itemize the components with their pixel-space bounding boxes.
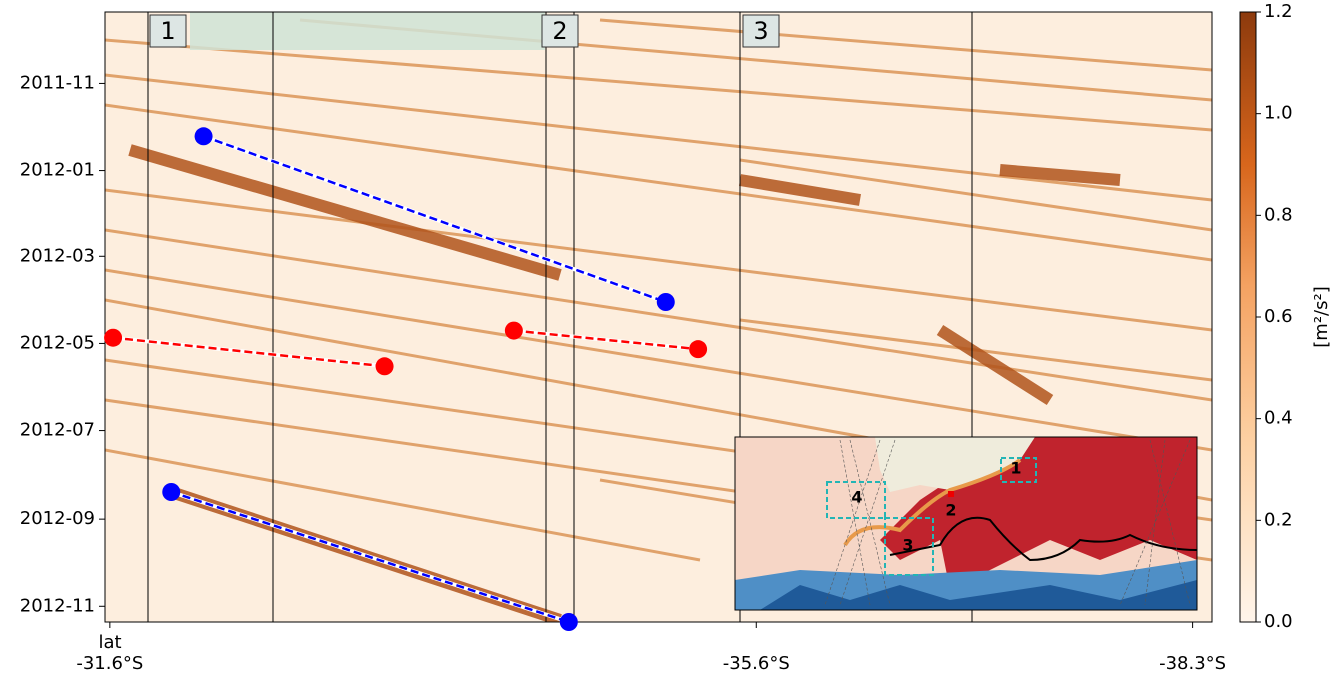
inset-map: 1 2 3 4 <box>734 436 1198 611</box>
inset-label: 2 <box>945 501 956 520</box>
region-labels: 1 2 3 <box>149 14 780 48</box>
heatmap <box>105 12 1212 622</box>
region-boundaries <box>147 12 973 622</box>
colorbar-tick-label: 0.4 <box>1264 408 1293 429</box>
trajectory-point <box>104 328 123 347</box>
y-tick-label: 2012-05 <box>20 332 95 353</box>
inset-label: 3 <box>902 536 913 555</box>
y-tick-label: 2011-11 <box>20 72 95 93</box>
x-tick-label: -31.6°S <box>76 653 143 674</box>
region-box <box>149 14 187 48</box>
trajectory-point <box>656 293 675 311</box>
trajectory <box>203 135 667 304</box>
region-label: 1 <box>160 17 175 45</box>
region-box <box>541 14 579 48</box>
inset-label: 4 <box>851 488 862 507</box>
region-label: 3 <box>753 17 768 45</box>
colorbar-label: [m²/s²] <box>1311 286 1332 347</box>
colorbar <box>1239 11 1257 623</box>
trajectory-point <box>504 321 523 340</box>
trajectory <box>513 329 699 351</box>
colorbar-tick-label: 0.6 <box>1264 306 1293 327</box>
trajectory-point <box>162 483 181 501</box>
region-box <box>742 14 780 48</box>
x-axis-label: lat <box>98 632 121 653</box>
colorbar-tick-label: 0.8 <box>1264 204 1293 225</box>
colorbar-tick-label: 0.0 <box>1264 611 1293 632</box>
y-tick-label: 2012-01 <box>20 160 95 181</box>
y-tick-label: 2012-07 <box>20 420 95 441</box>
x-tick-label: -35.6°S <box>723 653 790 674</box>
trajectory-point <box>689 340 708 359</box>
y-tick-label: 2012-03 <box>20 245 95 266</box>
y-tick-label: 2012-11 <box>20 595 95 616</box>
colorbar-tick-label: 1.0 <box>1264 103 1293 124</box>
trajectory <box>112 336 385 368</box>
colorbar-tick-label: 0.2 <box>1264 509 1293 530</box>
colorbar-tick-label: 1.2 <box>1264 1 1293 22</box>
trajectory-point <box>375 357 394 376</box>
trajectory <box>170 490 570 624</box>
trajectory-point <box>194 127 213 146</box>
plot-frame <box>104 11 1213 623</box>
region-label: 2 <box>552 17 567 45</box>
trajectory-point <box>559 613 578 631</box>
inset-label: 1 <box>1010 459 1021 478</box>
y-tick-label: 2012-09 <box>20 508 95 529</box>
x-tick-label: -38.3°S <box>1159 653 1226 674</box>
